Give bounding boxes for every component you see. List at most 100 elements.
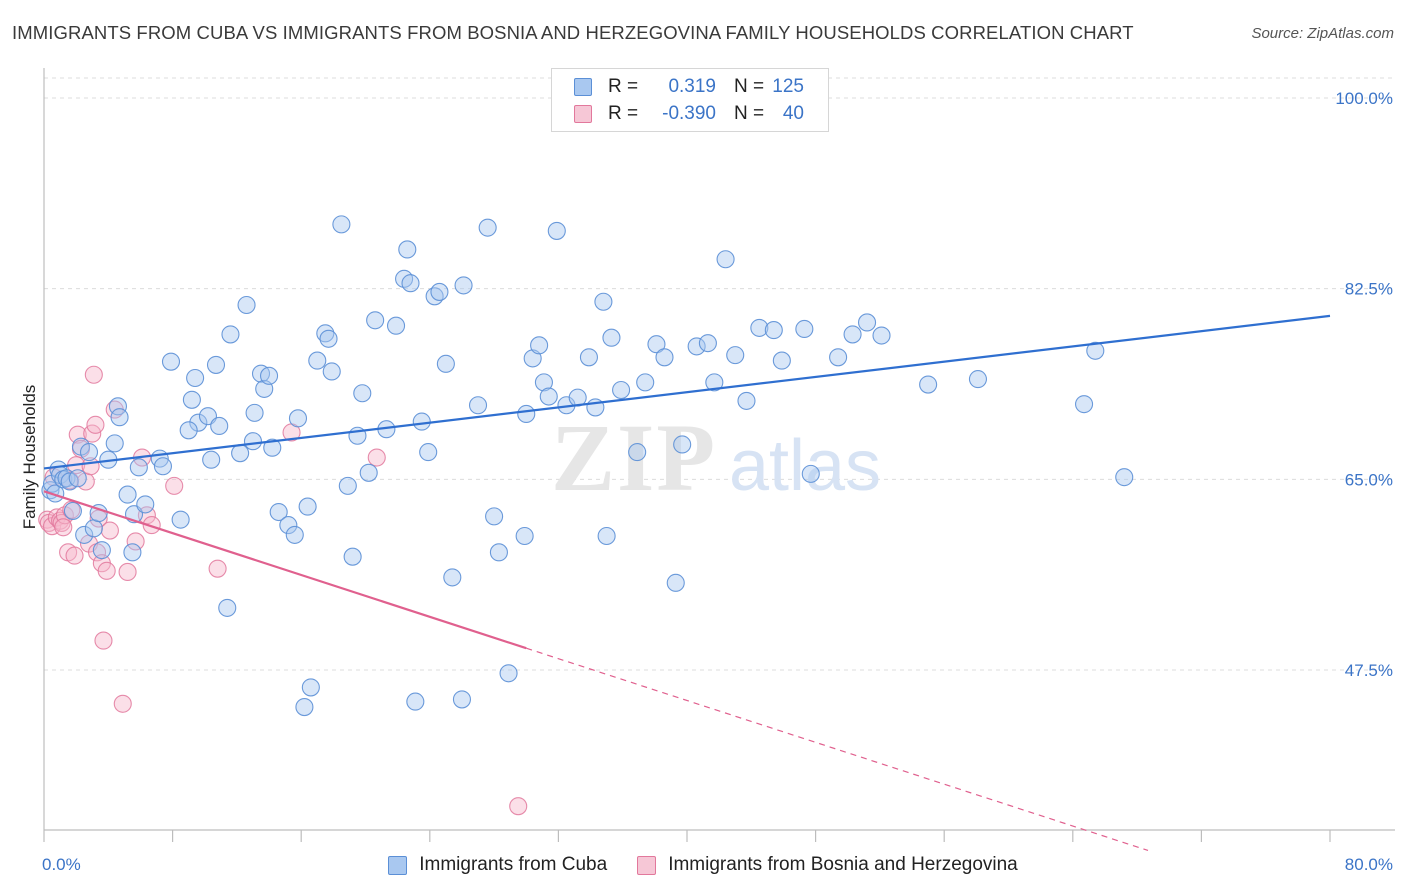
bosnia-trend-extension: [526, 647, 1149, 852]
series-legend: Immigrants from Cuba Immigrants from Bos…: [0, 852, 1406, 878]
watermark-atlas: atlas: [729, 426, 881, 506]
gridlines: [44, 77, 1395, 671]
y-axis-label: Family Households: [20, 385, 39, 530]
cuba-point: [726, 346, 745, 365]
cuba-point: [698, 334, 717, 353]
cuba-point: [301, 678, 320, 697]
cuba-point: [539, 387, 558, 406]
cuba-point: [189, 413, 208, 432]
cuba-point: [705, 373, 724, 392]
trend-lines: [43, 314, 1331, 852]
y-tick-label: 100.0%: [1335, 89, 1393, 108]
cuba-point: [795, 319, 814, 339]
cuba-point: [655, 348, 674, 367]
cuba-point: [597, 526, 616, 546]
y-tick-label: 82.5%: [1345, 280, 1393, 299]
y-tick-label: 47.5%: [1345, 661, 1393, 680]
x-tick-label: 80.0%: [1345, 855, 1393, 874]
cuba-point: [666, 573, 685, 592]
cuba-point: [687, 337, 706, 356]
cuba-point: [412, 412, 431, 431]
cuba-point: [46, 484, 65, 503]
cuba-point: [398, 240, 417, 259]
cuba-point: [245, 403, 264, 422]
bosnia-point: [208, 559, 227, 578]
bosnia-point: [367, 448, 386, 467]
cuba-point: [295, 697, 314, 717]
cuba-point: [366, 311, 385, 330]
cuba-point: [79, 443, 99, 462]
cuba-point: [419, 443, 438, 462]
cuba-point: [716, 250, 735, 269]
legend-swatch-cuba: [574, 78, 592, 96]
legend-n-value: 125: [772, 76, 804, 97]
x-tick-label: 0.0%: [42, 855, 81, 874]
cuba-point: [636, 373, 655, 392]
cuba-point: [454, 276, 473, 295]
cuba-point: [206, 355, 226, 374]
cuba-point: [202, 450, 221, 469]
cuba-point: [105, 434, 124, 453]
cuba-point: [872, 326, 891, 345]
cuba-point: [319, 329, 338, 348]
bosnia-point: [165, 476, 184, 495]
cuba-point: [269, 502, 288, 522]
cuba-point: [308, 351, 327, 370]
legend-r-value: 0.319: [668, 76, 716, 97]
cuba-point: [110, 408, 129, 427]
legend-n-value: 40: [782, 103, 804, 124]
watermark-zip: ZIP: [551, 404, 717, 511]
cuba-point: [218, 598, 237, 617]
cuba-point: [237, 295, 256, 315]
cuba-point: [153, 457, 173, 476]
cuba-point: [517, 404, 536, 424]
stats-legend: R = 0.319 N = 125 R = -0.390 N = 40: [551, 68, 829, 132]
cuba-point: [243, 432, 263, 451]
axes: [43, 68, 1395, 842]
cuba-point: [359, 463, 378, 482]
legend-label-cuba: Immigrants from Cuba: [419, 854, 608, 875]
cuba-point: [129, 458, 148, 477]
bosnia-trend-line: [43, 490, 527, 650]
cuba-point: [298, 497, 317, 516]
cuba-point: [628, 443, 647, 462]
cuba-point: [316, 324, 335, 343]
cuba-point: [602, 328, 621, 347]
legend-swatch-bosnia: [637, 855, 657, 875]
legend-n-label: N =: [734, 76, 765, 97]
bosnia-point: [94, 631, 113, 650]
cuba-point: [63, 501, 82, 520]
cuba-point: [285, 525, 304, 544]
cuba-point: [221, 325, 240, 344]
cuba-point: [84, 519, 103, 538]
cuba-point: [968, 370, 988, 389]
cuba-point: [489, 543, 508, 562]
cuba-point: [1086, 341, 1105, 360]
cuba-point: [530, 336, 549, 355]
cuba-point: [123, 543, 142, 562]
cuba-point: [179, 421, 198, 440]
chart-title: IMMIGRANTS FROM CUBA VS IMMIGRANTS FROM …: [12, 22, 1134, 43]
cuba-point: [68, 469, 87, 488]
series-cuba-points: [41, 215, 1134, 717]
y-tick-label: 65.0%: [1345, 470, 1393, 489]
cuba-point: [523, 349, 542, 368]
legend-item-cuba[interactable]: Immigrants from Cuba: [388, 854, 607, 876]
cuba-point: [436, 354, 455, 373]
cuba-point: [210, 416, 229, 435]
series-bosnia-points: [38, 365, 528, 816]
cuba-point: [443, 568, 462, 587]
cuba-point: [75, 525, 94, 544]
legend-r-label: R =: [608, 76, 639, 97]
cuba-point: [182, 390, 201, 409]
cuba-point: [515, 526, 534, 546]
cuba-point: [499, 664, 518, 683]
cuba-point: [594, 292, 613, 311]
cuba-point: [843, 325, 862, 344]
cuba-point: [338, 476, 357, 495]
legend-item-bosnia[interactable]: Immigrants from Bosnia and Herzegovina: [637, 854, 1018, 876]
legend-r-label: R =: [608, 103, 639, 124]
cuba-point: [406, 692, 425, 711]
cuba-point: [92, 541, 111, 560]
cuba-point: [259, 366, 279, 385]
